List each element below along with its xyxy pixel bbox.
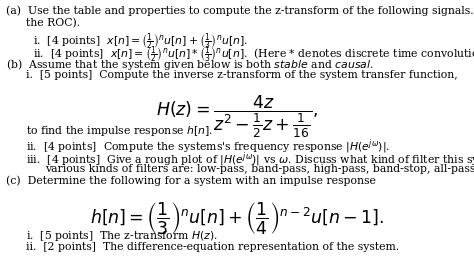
Text: (a)  Use the table and properties to compute the z-transform of the following si: (a) Use the table and properties to comp… — [6, 5, 474, 16]
Text: i.  [5 points]  Compute the inverse z-transform of the system transfer function,: i. [5 points] Compute the inverse z-tran… — [26, 70, 458, 80]
Text: (b)  Assume that the system given below is both $\mathit{stable}$ and $\mathit{c: (b) Assume that the system given below i… — [6, 57, 374, 72]
Text: ii.  [2 points]  The difference-equation representation of the system.: ii. [2 points] The difference-equation r… — [26, 242, 399, 252]
Text: $H(z) = \dfrac{4z}{z^2 - \frac{1}{2}z + \frac{1}{16}},$: $H(z) = \dfrac{4z}{z^2 - \frac{1}{2}z + … — [156, 94, 318, 140]
Text: ii.  [4 points]  Compute the systems's frequency response $|H(e^{j\omega})|$.: ii. [4 points] Compute the systems's fre… — [26, 137, 390, 156]
Text: ii.  [4 points]  $x[n] = \left(\frac{1}{2}\right)^n u[n] * \left(\frac{1}{3}\rig: ii. [4 points] $x[n] = \left(\frac{1}{2}… — [33, 44, 474, 65]
Text: the ROC).: the ROC). — [26, 18, 80, 29]
Text: various kinds of filters are: low-pass, band-pass, high-pass, band-stop, all-pas: various kinds of filters are: low-pass, … — [45, 163, 474, 174]
Text: (c)  Determine the following for a system with an impulse response: (c) Determine the following for a system… — [6, 176, 375, 186]
Text: iii.  [4 points]  Give a rough plot of $|H(e^{j\omega})|$ vs $\omega$. Discuss w: iii. [4 points] Give a rough plot of $|H… — [26, 150, 474, 169]
Text: i.  [4 points]  $x[n] = \left(\frac{1}{2}\right)^n u[n] + \left(\frac{1}{3}\righ: i. [4 points] $x[n] = \left(\frac{1}{2}\… — [33, 31, 248, 52]
Text: i.  [5 points]  The z-transform $H(z)$.: i. [5 points] The z-transform $H(z)$. — [26, 229, 218, 243]
Text: $h[n] = \left(\dfrac{1}{3}\right)^{n} u[n] + \left(\dfrac{1}{4}\right)^{n-2} u[n: $h[n] = \left(\dfrac{1}{3}\right)^{n} u[… — [90, 200, 384, 236]
Text: to find the impulse response $h[n]$.: to find the impulse response $h[n]$. — [26, 124, 213, 138]
